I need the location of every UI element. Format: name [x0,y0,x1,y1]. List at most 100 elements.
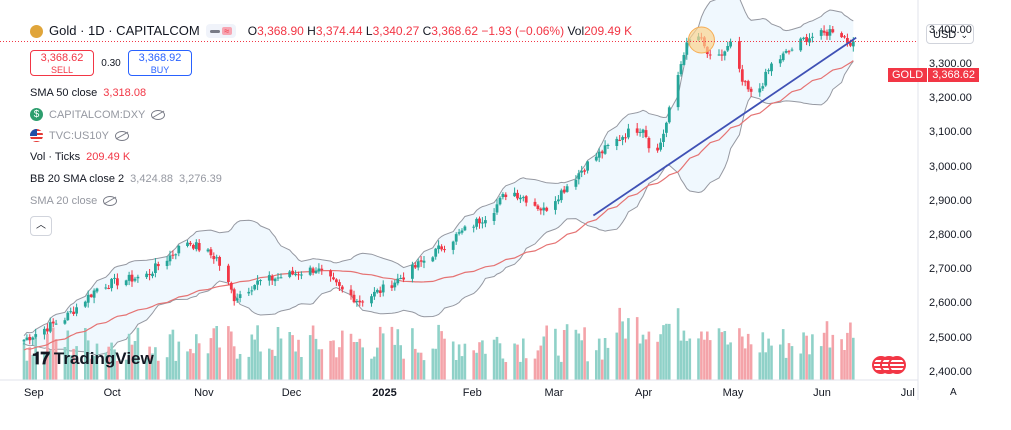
volume-bar [84,328,87,380]
indicator-us10y[interactable]: TVC:US10Y [30,129,129,142]
volume-bar [580,340,583,380]
candle-body [738,41,741,69]
candle [402,272,405,283]
candle [311,266,315,276]
candle [148,269,151,281]
time-tick-label: Dec [281,387,302,399]
candle [828,25,832,41]
collapse-legend-button[interactable]: ︿ [30,216,52,236]
candle [624,133,627,143]
sell-button[interactable]: 3,368.62 SELL [30,50,94,76]
candle-body [746,81,750,90]
candle-body [411,264,414,279]
volume-bar [708,340,712,380]
candle [679,61,683,77]
candle-body [577,173,581,180]
hidden-eye-icon[interactable] [114,130,129,141]
candle-body [665,122,668,133]
volume-bar [717,328,721,380]
trendline[interactable] [592,36,857,217]
candle-body [667,107,671,123]
volume-bar [738,328,741,380]
volume-bar [54,339,58,380]
volume-bar [805,335,808,380]
candle-body [238,294,242,298]
candle-body [154,263,157,273]
tradingview-logo[interactable]: 𝟏𝟕 TradingView [32,349,154,368]
trendline-segment [592,36,857,217]
event-marker[interactable] [687,26,715,54]
candle-body [338,282,341,286]
volume-bar [317,349,321,380]
candle [329,269,332,282]
volume-bar [481,340,484,380]
candle-body [116,278,119,286]
volume-bar [597,338,601,380]
time-tick-label: Apr [635,387,653,399]
candle [197,239,201,253]
candle [627,123,630,140]
candle-body [621,137,624,140]
indicator-sma50[interactable]: SMA 50 close 3,318.08 [30,87,147,99]
candle-body [390,285,394,288]
auto-scale-button[interactable]: A [950,387,957,398]
volume-bar [790,346,794,380]
volume-bar [253,339,256,380]
indicator-bollinger[interactable]: BB 20 SMA close 2 3,424.88 3,276.39 [30,173,222,185]
candle [358,295,362,307]
volume-bar [402,358,405,380]
volume-bar [460,356,464,380]
volume-bar [212,328,216,380]
price-tick-label: 2,500.00 [929,331,972,344]
candle [256,275,259,291]
volume-bar [92,355,96,380]
candle-body [475,218,478,227]
indicator-volume[interactable]: Vol · Ticks 209.49 K [30,151,131,163]
candle [419,256,423,267]
candle [86,290,90,308]
candle-body [22,339,26,342]
candle [454,232,458,245]
candle-body [402,277,405,280]
candle-body [457,232,461,234]
volume-bar [819,346,823,380]
volume-bar [533,358,537,380]
volume-bar [478,342,481,380]
candle [124,279,128,287]
candle-body [399,278,403,279]
candle [738,36,741,73]
candle [259,279,262,286]
candle [641,128,645,138]
candle [717,49,721,56]
candle [335,278,338,286]
volume-bar [361,347,364,380]
candle-body [46,328,49,332]
volume-bar [232,346,236,380]
hidden-eye-icon[interactable] [103,196,118,206]
indicator-dxy[interactable]: $ CAPITALCOM:DXY [30,108,166,121]
economic-events-icon[interactable] [872,356,906,376]
candle-body [192,245,195,249]
compare-toggle[interactable]: ≈ [205,24,236,38]
volume-bar [419,352,423,380]
candle [43,326,46,340]
candle-body [218,257,221,266]
candle [644,125,648,139]
candle [498,196,502,206]
candle-body [729,41,732,47]
candle-body [504,194,508,197]
candle [413,262,417,269]
candle [390,280,394,291]
currency-select[interactable]: USD ⌄ [926,24,974,44]
symbol-title[interactable]: Gold · 1D · CAPITALCOM [49,23,200,38]
volume-bar [679,340,683,380]
candle [22,339,26,345]
buy-button[interactable]: 3,368.92 BUY [128,50,192,76]
indicator-sma20[interactable]: SMA 20 close [30,195,118,207]
volume-bar [545,325,548,380]
hidden-eye-icon[interactable] [151,109,166,120]
candle-body [516,192,519,199]
volume-bar [247,356,251,380]
candle [501,192,505,200]
